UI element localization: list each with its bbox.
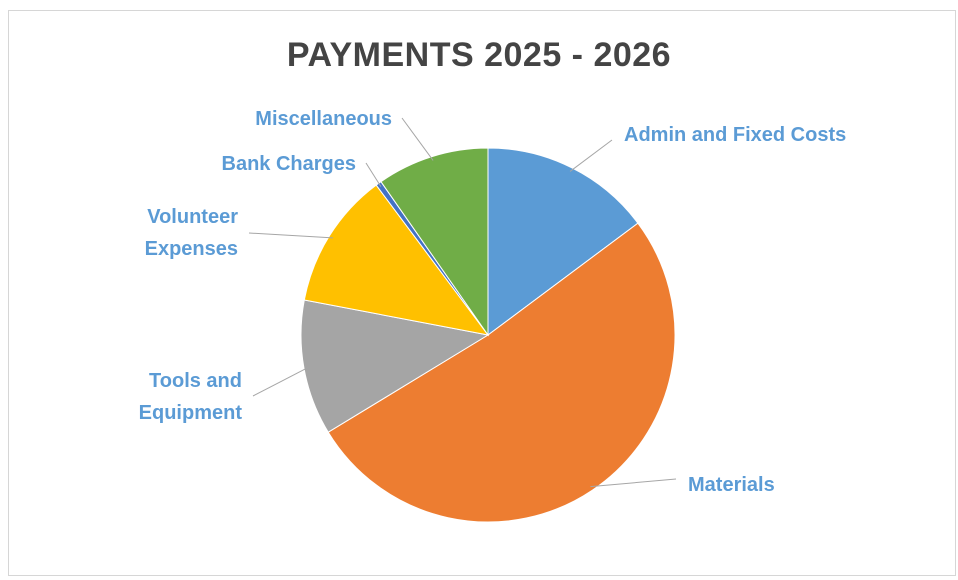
slice-labels: Admin and Fixed Costs Materials Tools and E…: [139, 108, 847, 496]
slice-label-tools-and-equipment: Tools and Equipment: [139, 370, 243, 424]
leader-line-admin-and-fixed-costs: [569, 139, 613, 172]
pie-slice-miscellaneous: [380, 147, 489, 337]
leader-line-volunteer-expenses: [248, 232, 333, 239]
leader-lines: [248, 117, 677, 488]
leader-line-miscellaneous: [401, 117, 434, 161]
pie-slice-tools-and-equipment: [300, 299, 490, 433]
slice-label-volunteer-expenses: Volunteer Expenses: [145, 206, 239, 260]
pie-slice-admin-and-fixed-costs: [487, 147, 639, 336]
chart-title: PAYMENTS 2025 - 2026: [286, 36, 672, 74]
slice-label-materials: Materials: [688, 474, 775, 496]
leader-line-tools-and-equipment: [252, 367, 309, 397]
leader-line-materials: [590, 478, 677, 488]
slice-label-miscellaneous: Miscellaneous: [255, 108, 392, 130]
pie-slice-materials: [327, 222, 676, 523]
leader-line-bank-charges: [365, 162, 382, 187]
pie-slices: [300, 147, 676, 523]
slice-label-admin-and-fixed-costs: Admin and Fixed Costs: [624, 124, 846, 146]
slice-label-bank-charges: Bank Charges: [222, 153, 357, 175]
pie-slice-volunteer-expenses: [303, 184, 490, 336]
